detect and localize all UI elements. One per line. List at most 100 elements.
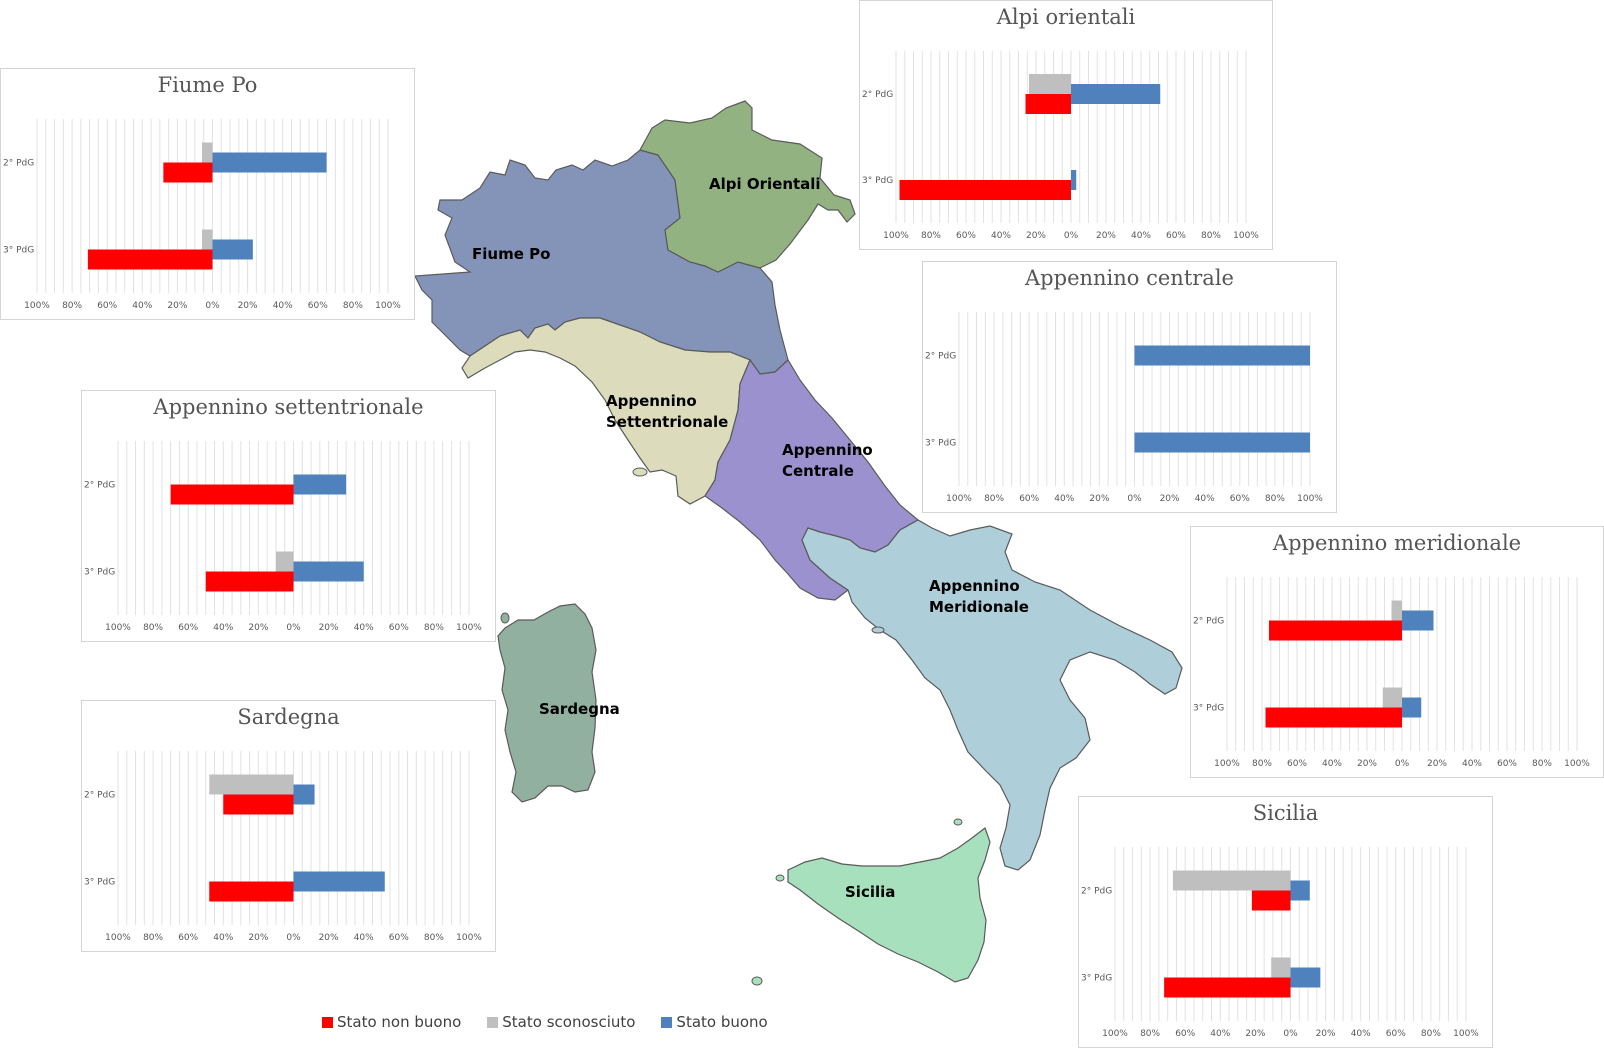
x-tick-label: 20% — [1096, 231, 1116, 241]
bar-stato-buono — [1402, 697, 1422, 718]
x-tick-label: 60% — [178, 933, 198, 943]
x-tick-label: 0% — [1064, 231, 1079, 241]
bar-stato-sconosciuto — [201, 229, 213, 250]
bar-stato-sconosciuto — [1391, 600, 1402, 621]
bar-stato-non-buono — [1265, 707, 1402, 728]
island-islet — [500, 612, 510, 624]
chart-fiume-po: Fiume Po 100% 80% 60% 40% 20% 0% 20% 40% 60% 80% 10… — [0, 68, 415, 320]
x-tick-label: 80% — [343, 301, 363, 311]
x-tick-label: 60% — [389, 623, 409, 633]
x-tick-label: 20% — [1427, 759, 1447, 769]
bar-stato-buono — [1402, 610, 1434, 631]
x-tick-label: 0% — [286, 623, 301, 633]
x-tick-label: 20% — [1089, 494, 1109, 504]
island-islet — [775, 874, 785, 882]
chart-plot: 100% 80% 60% 40% 20% 0% 20% 40% 60% 80% 100% 2° PdG… — [925, 312, 1323, 504]
category-label: 3° PdG — [3, 246, 34, 256]
bar-stato-non-buono — [223, 794, 294, 815]
x-tick-label: 40% — [1210, 1029, 1230, 1039]
region-label-appennino-centrale: Appennino Centrale — [782, 441, 873, 480]
x-tick-label: 80% — [424, 933, 444, 943]
x-tick-label: 60% — [178, 623, 198, 633]
legend-swatch-non-buono — [322, 1016, 333, 1028]
x-tick-label: 20% — [1160, 494, 1180, 504]
x-tick-label: 20% — [167, 301, 187, 311]
x-tick-label: 60% — [389, 933, 409, 943]
category-label: 3° PdG — [925, 439, 956, 449]
bar-stato-buono — [293, 784, 315, 805]
bar-stato-sconosciuto — [1271, 957, 1291, 978]
bar-stato-buono — [212, 239, 253, 260]
chart-sardegna: Sardegna 100% 80% 60% 40% 20% 0% 20% 40% 60% 80% 10… — [81, 700, 496, 952]
x-tick-label: 0% — [1283, 1029, 1298, 1039]
region-sardegna[interactable] — [497, 603, 597, 803]
bar-stato-buono — [1290, 880, 1310, 901]
category-label: 3° PdG — [84, 568, 115, 578]
category-label: 3° PdG — [862, 176, 893, 186]
x-tick-label: 80% — [1421, 1029, 1441, 1039]
category-label: 2° PdG — [862, 90, 893, 100]
x-tick-label: 20% — [1245, 1029, 1265, 1039]
x-tick-label: 20% — [319, 933, 339, 943]
category-label: 2° PdG — [925, 352, 956, 362]
bar-stato-non-buono — [1025, 94, 1071, 114]
chart-plot: 100% 80% 60% 40% 20% 0% 20% 40% 60% 80% 100% 2° PdG… — [84, 751, 482, 943]
chart-plot: 100% 80% 60% 40% 20% 0% 20% 40% 60% 80% 100% 2° PdG… — [84, 441, 482, 633]
region-label-fiume-po: Fiume Po — [472, 245, 551, 263]
bar-stato-buono — [1071, 170, 1077, 190]
category-label: 2° PdG — [3, 159, 34, 169]
category-label: 2° PdG — [1193, 617, 1224, 627]
chart-title: Alpi orientali — [996, 5, 1136, 29]
x-tick-label: 40% — [1195, 494, 1215, 504]
bar-stato-buono — [1071, 84, 1161, 104]
x-tick-label: 100% — [1214, 759, 1240, 769]
bar-stato-non-buono — [87, 249, 213, 270]
x-tick-label: 60% — [308, 301, 328, 311]
x-tick-label: 40% — [1131, 231, 1151, 241]
island-islet — [751, 976, 763, 986]
legend: Stato non buono Stato sconosciuto Stato … — [322, 1013, 768, 1031]
x-tick-label: 40% — [991, 231, 1011, 241]
legend-swatch-sconosciuto — [487, 1016, 499, 1028]
x-tick-label: 40% — [354, 623, 374, 633]
bar-stato-buono — [1290, 967, 1321, 988]
region-label-appennino-settentrionale: Appennino Settentrionale — [606, 392, 729, 431]
bar-stato-non-buono — [209, 881, 294, 902]
x-tick-label: 40% — [213, 933, 233, 943]
x-tick-label: 100% — [375, 301, 401, 311]
x-tick-label: 80% — [921, 231, 941, 241]
legend-item-non-buono: Stato non buono — [322, 1013, 461, 1031]
x-tick-label: 100% — [1102, 1029, 1128, 1039]
chart-plot: 100% 80% 60% 40% 20% 0% 20% 40% 60% 80% 100% 2° PdG… — [3, 119, 401, 311]
x-tick-label: 60% — [956, 231, 976, 241]
bar-stato-sconosciuto — [275, 551, 294, 572]
x-tick-label: 20% — [248, 623, 268, 633]
x-tick-label: 100% — [456, 933, 482, 943]
x-tick-label: 100% — [883, 231, 909, 241]
x-tick-label: 100% — [24, 301, 50, 311]
x-tick-label: 60% — [97, 301, 117, 311]
region-sicilia[interactable] — [787, 827, 991, 983]
chart-appennino-settentrionale: Appennino settentrionale 100% 80% 60% 40% 20%… — [81, 390, 496, 642]
x-tick-label: 20% — [1357, 759, 1377, 769]
bar-stato-non-buono — [1251, 890, 1291, 911]
bar-stato-non-buono — [163, 162, 213, 183]
x-tick-label: 80% — [62, 301, 82, 311]
legend-label-sconosciuto: Stato sconosciuto — [502, 1013, 636, 1031]
region-appennino-meridionale[interactable] — [801, 519, 1183, 871]
x-tick-label: 80% — [1265, 494, 1285, 504]
x-tick-label: 40% — [1322, 759, 1342, 769]
region-label-sicilia: Sicilia — [845, 883, 896, 901]
x-tick-label: 60% — [1230, 494, 1250, 504]
x-tick-label: 60% — [1287, 759, 1307, 769]
bar-stato-buono — [1134, 345, 1310, 366]
category-label: 2° PdG — [84, 481, 115, 491]
region-alpi-orientali[interactable] — [639, 100, 856, 273]
legend-label-non-buono: Stato non buono — [337, 1013, 462, 1031]
x-tick-label: 40% — [273, 301, 293, 311]
bar-stato-buono — [293, 871, 385, 892]
chart-title: Fiume Po — [157, 73, 258, 97]
chart-appennino-centrale: Appennino centrale 100% 80% 60% 40% 20% 0% 20% 4… — [922, 261, 1337, 513]
category-label: 3° PdG — [84, 878, 115, 888]
bar-stato-sconosciuto — [201, 142, 213, 163]
